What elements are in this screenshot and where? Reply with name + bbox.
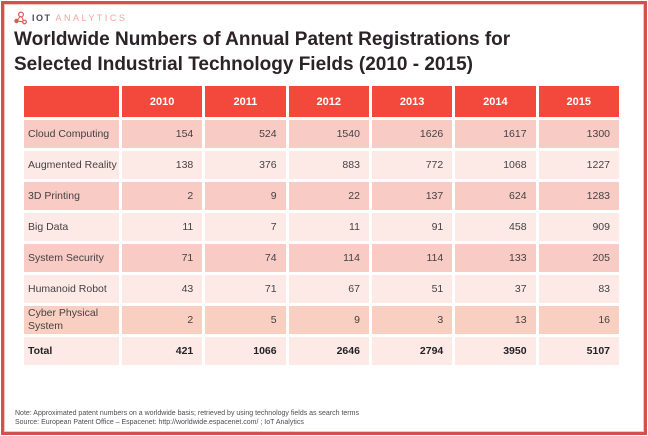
value-cell: 91 bbox=[371, 213, 453, 241]
title-line-2: Selected Industrial Technology Fields (2… bbox=[14, 54, 473, 75]
value-cell: 624 bbox=[455, 182, 536, 210]
row-label: Total bbox=[24, 337, 119, 365]
year-header-2010: 2010 bbox=[121, 86, 203, 117]
value-cell: 909 bbox=[538, 213, 619, 241]
row-label: 3D Printing bbox=[24, 182, 119, 210]
value-cell: 71 bbox=[121, 244, 203, 272]
value-cell: 1068 bbox=[455, 151, 536, 179]
value-cell: 114 bbox=[288, 244, 369, 272]
value-cell: 524 bbox=[205, 120, 286, 148]
value-cell: 133 bbox=[455, 244, 536, 272]
patent-registrations-table: 2010 2011 2012 2013 2014 2015 Cloud Computing… bbox=[21, 83, 622, 368]
value-cell: 37 bbox=[455, 275, 536, 303]
title-line-1: Worldwide Numbers of Annual Patent Regis… bbox=[14, 29, 511, 50]
table-row: Total 421 1066 2646 2794 3950 5107 bbox=[24, 337, 619, 365]
value-cell: 3 bbox=[371, 306, 453, 334]
value-cell: 5 bbox=[205, 306, 286, 334]
value-cell: 1283 bbox=[538, 182, 619, 210]
value-cell: 1300 bbox=[538, 120, 619, 148]
value-cell: 205 bbox=[538, 244, 619, 272]
value-cell: 3950 bbox=[455, 337, 536, 365]
value-cell: 71 bbox=[205, 275, 286, 303]
year-header-2014: 2014 bbox=[455, 86, 536, 117]
note-line: Note: Approximated patent numbers on a w… bbox=[15, 410, 359, 417]
value-cell: 16 bbox=[538, 306, 619, 334]
value-cell: 67 bbox=[288, 275, 369, 303]
value-cell: 1227 bbox=[538, 151, 619, 179]
year-header-2015: 2015 bbox=[538, 86, 619, 117]
value-cell: 2 bbox=[121, 306, 203, 334]
value-cell: 1066 bbox=[205, 337, 286, 365]
value-cell: 421 bbox=[121, 337, 203, 365]
value-cell: 5107 bbox=[538, 337, 619, 365]
value-cell: 114 bbox=[371, 244, 453, 272]
page-title: Worldwide Numbers of Annual Patent Regis… bbox=[14, 27, 634, 77]
header-corner-cell bbox=[24, 86, 119, 117]
value-cell: 83 bbox=[538, 275, 619, 303]
value-cell: 9 bbox=[205, 182, 286, 210]
value-cell: 22 bbox=[288, 182, 369, 210]
value-cell: 7 bbox=[205, 213, 286, 241]
value-cell: 772 bbox=[371, 151, 453, 179]
value-cell: 11 bbox=[288, 213, 369, 241]
logo-text-analytics: ANALYTICS bbox=[55, 13, 128, 23]
value-cell: 2794 bbox=[371, 337, 453, 365]
value-cell: 883 bbox=[288, 151, 369, 179]
year-header-2012: 2012 bbox=[288, 86, 369, 117]
year-header-2011: 2011 bbox=[205, 86, 286, 117]
value-cell: 9 bbox=[288, 306, 369, 334]
table-row: 3D Printing 2 9 22 137 624 1283 bbox=[24, 182, 619, 210]
row-label: Cyber Physical System bbox=[24, 306, 119, 334]
logo-text-iot: IOT bbox=[32, 13, 52, 23]
year-header-2013: 2013 bbox=[371, 86, 453, 117]
row-label: Big Data bbox=[24, 213, 119, 241]
patent-table-container: 2010 2011 2012 2013 2014 2015 Cloud Computing… bbox=[21, 83, 622, 368]
row-label: Cloud Computing bbox=[24, 120, 119, 148]
value-cell: 138 bbox=[121, 151, 203, 179]
value-cell: 376 bbox=[205, 151, 286, 179]
value-cell: 2 bbox=[121, 182, 203, 210]
row-label: System Security bbox=[24, 244, 119, 272]
iot-analytics-logo: IOT ANALYTICS bbox=[13, 11, 644, 25]
table-header-row: 2010 2011 2012 2013 2014 2015 bbox=[24, 86, 619, 117]
row-label: Humanoid Robot bbox=[24, 275, 119, 303]
table-row: System Security 71 74 114 114 133 205 bbox=[24, 244, 619, 272]
value-cell: 1626 bbox=[371, 120, 453, 148]
molecule-logo-icon bbox=[13, 11, 28, 25]
table-row: Augmented Reality 138 376 883 772 1068 1227 bbox=[24, 151, 619, 179]
table-row: Cyber Physical System 2 5 9 3 13 16 bbox=[24, 306, 619, 334]
value-cell: 2646 bbox=[288, 337, 369, 365]
value-cell: 137 bbox=[371, 182, 453, 210]
value-cell: 11 bbox=[121, 213, 203, 241]
table-row: Cloud Computing 154 524 1540 1626 1617 1300 bbox=[24, 120, 619, 148]
source-line: Source: European Patent Office – Espacen… bbox=[15, 419, 304, 426]
footnotes: Note: Approximated patent numbers on a w… bbox=[15, 409, 359, 427]
value-cell: 458 bbox=[455, 213, 536, 241]
value-cell: 154 bbox=[121, 120, 203, 148]
value-cell: 74 bbox=[205, 244, 286, 272]
value-cell: 51 bbox=[371, 275, 453, 303]
table-row: Big Data 11 7 11 91 458 909 bbox=[24, 213, 619, 241]
value-cell: 1540 bbox=[288, 120, 369, 148]
value-cell: 1617 bbox=[455, 120, 536, 148]
value-cell: 13 bbox=[455, 306, 536, 334]
value-cell: 43 bbox=[121, 275, 203, 303]
row-label: Augmented Reality bbox=[24, 151, 119, 179]
table-row: Humanoid Robot 43 71 67 51 37 83 bbox=[24, 275, 619, 303]
